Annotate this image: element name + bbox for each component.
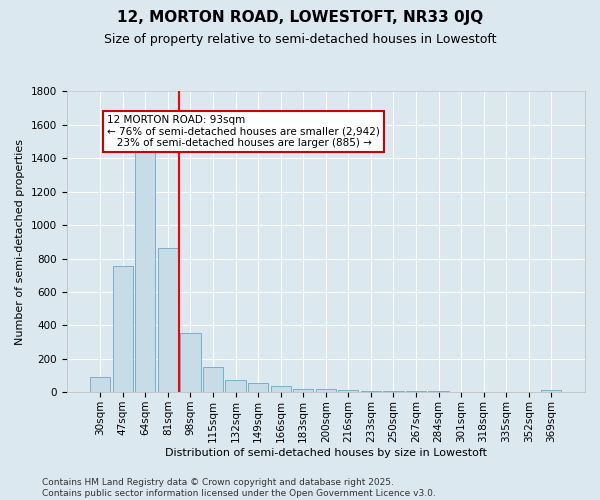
Bar (271, 386, 291, 392)
Bar (203, 367, 223, 392)
Text: Size of property relative to semi-detached houses in Lowestoft: Size of property relative to semi-detach… (104, 32, 496, 46)
Bar (338, 390, 358, 392)
Bar (226, 380, 246, 392)
Bar (248, 384, 268, 392)
Bar (293, 388, 313, 392)
Text: 12, MORTON ROAD, LOWESTOFT, NR33 0JQ: 12, MORTON ROAD, LOWESTOFT, NR33 0JQ (117, 10, 483, 25)
Bar (383, 391, 404, 392)
Bar (158, 248, 178, 392)
Bar (541, 390, 562, 392)
Text: 12 MORTON ROAD: 93sqm
← 76% of semi-detached houses are smaller (2,942)
   23% o: 12 MORTON ROAD: 93sqm ← 76% of semi-deta… (107, 115, 380, 148)
Text: Contains HM Land Registry data © Crown copyright and database right 2025.
Contai: Contains HM Land Registry data © Crown c… (42, 478, 436, 498)
Bar (90, 377, 110, 392)
Bar (316, 389, 336, 392)
Bar (135, 149, 155, 392)
Bar (361, 391, 381, 392)
X-axis label: Distribution of semi-detached houses by size in Lowestoft: Distribution of semi-detached houses by … (165, 448, 487, 458)
Bar (181, 333, 200, 392)
Bar (406, 391, 426, 392)
Y-axis label: Number of semi-detached properties: Number of semi-detached properties (15, 139, 25, 345)
Bar (113, 266, 133, 392)
